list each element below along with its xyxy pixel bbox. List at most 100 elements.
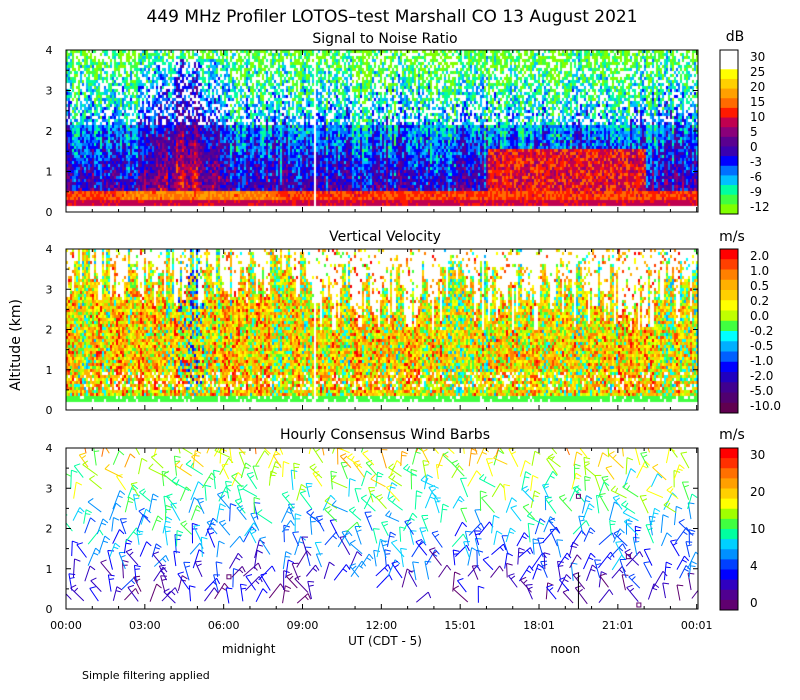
wind-barb-shaft: [679, 565, 687, 579]
wind-barb-feather: [666, 440, 672, 442]
wind-barb-452: [607, 448, 610, 458]
wind-barb-feather: [608, 451, 615, 455]
wind-barb-feather: [549, 475, 555, 479]
wind-barb-429: [584, 475, 591, 491]
wind-barb-shaft: [518, 565, 530, 582]
colorbar-swatch: [720, 351, 738, 363]
wind-barb-feather: [427, 591, 432, 599]
wind-barb-402: [548, 517, 561, 534]
wind-barb-shaft: [130, 483, 140, 498]
wind-barb-shaft: [101, 448, 105, 457]
wind-barb-feather: [255, 439, 261, 440]
colorbar-swatch: [720, 300, 738, 311]
wind-barb-shaft: [116, 475, 127, 491]
wind-barb-shaft: [192, 549, 200, 569]
wind-barb-shaft: [107, 550, 113, 570]
wind-barb-feather: [666, 561, 673, 566]
wind-barb-feather: [257, 562, 262, 570]
colorbar-swatch: [720, 458, 738, 469]
wind-barb-407: [562, 589, 574, 604]
vv-panel-title: Vertical Velocity: [329, 229, 441, 245]
wind-barb-feather: [362, 450, 369, 454]
wind-barb-feather: [391, 482, 398, 487]
wind-barb-feather: [135, 588, 139, 595]
colorbar-label: -9: [750, 185, 762, 199]
wind-barb-feather: [79, 507, 85, 513]
wind-barb-shaft: [660, 532, 668, 547]
wind-barb-feather: [253, 502, 261, 504]
wind-barb-feather: [682, 531, 688, 536]
wind-barb-shaft: [71, 541, 73, 557]
wind-barb-shaft: [610, 489, 627, 499]
wind-barb-417: [574, 463, 581, 480]
wind-barb-feather: [626, 584, 633, 588]
wind-barb-feather: [584, 475, 591, 479]
y-tick-label: 0: [46, 206, 53, 219]
wind-barb-81: [148, 463, 166, 478]
wind-barb-83: [163, 588, 176, 604]
wind-barb-shaft: [521, 488, 535, 502]
wind-barb-11: [87, 547, 101, 566]
wind-barb-shaft: [391, 562, 403, 579]
wind-barb-feather: [389, 535, 395, 538]
wind-barb-feather: [221, 587, 227, 591]
wind-barb-feather: [271, 565, 276, 572]
wind-barb-feather: [687, 572, 695, 575]
wind-barb-feather: [576, 554, 582, 560]
wind-barb-shaft: [415, 541, 428, 556]
wind-barb-feather: [315, 448, 320, 453]
wind-barb-shaft: [178, 448, 181, 454]
wind-barb-feather: [342, 568, 348, 573]
wind-barb-364: [499, 448, 505, 454]
wind-barb-feather: [676, 505, 683, 510]
wind-barb-101: [190, 505, 203, 521]
wind-barb-feather: [526, 584, 533, 586]
wind-barb-shaft: [522, 506, 536, 520]
wind-barb-433: [598, 571, 608, 588]
wind-barb-feather: [400, 547, 407, 550]
wind-barb-192: [296, 550, 312, 568]
wind-barb-feather: [253, 496, 261, 500]
wind-barb-436: [598, 532, 616, 546]
wind-barb-91: [163, 470, 178, 486]
wind-barb-feather: [529, 547, 534, 554]
wind-barb-feather: [526, 569, 532, 574]
wind-barb-feather: [139, 488, 145, 493]
wind-barb-feather: [286, 510, 292, 515]
colorbar-label: 20: [750, 485, 765, 499]
wind-barb-shaft: [234, 500, 246, 514]
wind-barb-feather: [180, 520, 187, 525]
wind-barb-163: [250, 512, 260, 531]
wind-barb-feather: [426, 474, 433, 479]
wind-barb-136: [229, 535, 244, 548]
wind-barb-456: [615, 541, 624, 558]
wind-barb-shaft: [133, 576, 142, 592]
wind-barb-shaft: [388, 498, 403, 511]
wind-barb-shaft: [385, 514, 400, 522]
wind-barb-feather: [524, 476, 530, 479]
wind-barb-shaft: [673, 506, 677, 526]
wind-barb-shaft: [219, 448, 222, 464]
wind-barb-57: [136, 514, 149, 532]
wind-barb-shaft: [360, 553, 370, 568]
wind-barb-121: [213, 574, 220, 592]
wind-barb-feather: [338, 443, 340, 448]
wind-barb-shaft: [647, 448, 650, 453]
wind-barb-shaft: [545, 582, 549, 600]
wind-barb-274: [400, 547, 407, 568]
wind-barb-306: [431, 530, 443, 548]
wind-barb-shaft: [685, 541, 691, 558]
wind-barb-feather: [622, 543, 627, 550]
wind-barb-19: [89, 586, 99, 602]
colorbar-swatch: [720, 320, 738, 332]
vertical-velocity-heatmap: [66, 249, 698, 410]
wind-barb-265: [386, 531, 397, 547]
wind-barb-471: [622, 507, 639, 522]
colorbar-label: -2.0: [750, 369, 773, 383]
wind-barb-177: [268, 450, 281, 469]
wind-barb-feather: [470, 452, 476, 455]
wind-barb-90: [179, 486, 192, 502]
wind-barb-shaft: [534, 518, 541, 535]
wind-barb-feather: [520, 576, 527, 581]
wind-barb-93: [178, 448, 181, 454]
